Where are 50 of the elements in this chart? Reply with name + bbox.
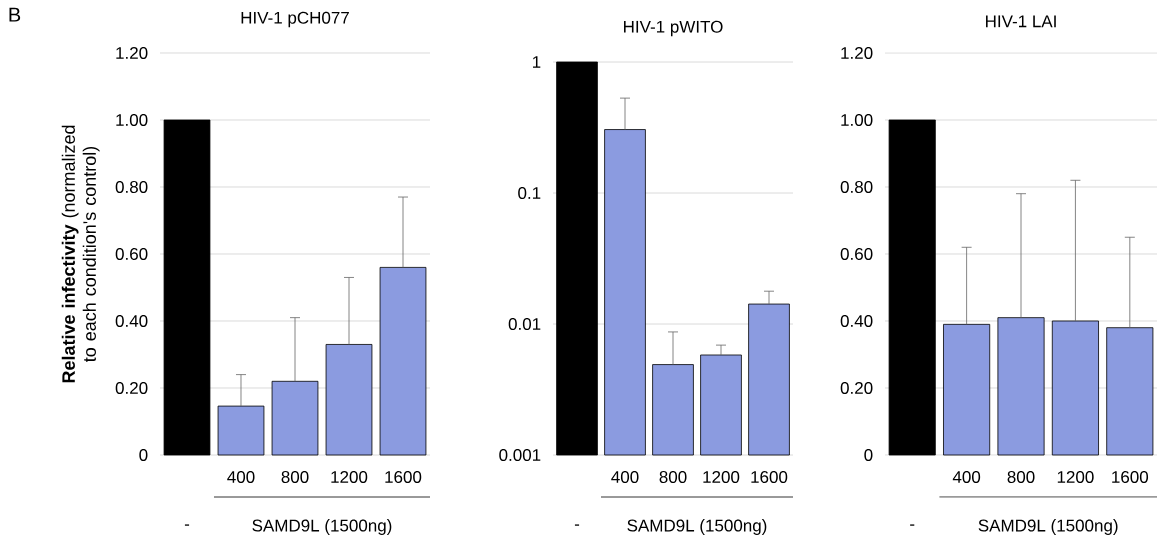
y-tick-label: 0.01: [508, 317, 541, 331]
text: -: [574, 524, 580, 526]
y-tick-label: 1.20: [116, 46, 148, 60]
text: SAMD9L (1500ng): [978, 519, 1118, 535]
bar: [1106, 327, 1154, 456]
y-tick-label: 0.60: [840, 247, 873, 261]
y-tick-label: 0: [864, 448, 873, 462]
x-tick-label: 800: [281, 470, 309, 484]
y-tick-label: 0.60: [115, 247, 148, 261]
bar: [1051, 320, 1099, 456]
y-tick-label: 0.40: [115, 314, 148, 328]
x-tick-label: 400: [227, 470, 255, 484]
text: B: [9, 7, 21, 22]
x-tick-label: 1200: [703, 470, 740, 484]
text: SAMD9L (1500ng): [627, 519, 767, 535]
bar: [997, 317, 1045, 456]
text: -: [184, 524, 190, 526]
bar: [888, 119, 936, 456]
chart-title: HIV-1 LAI: [986, 15, 1056, 28]
x-tick-label: 1600: [1112, 470, 1149, 484]
y-tick-label: 0.40: [840, 314, 873, 328]
x-tick-label: 1600: [751, 470, 788, 484]
y-tick-label: 1.00: [841, 113, 873, 127]
bar: [271, 380, 319, 456]
text: -: [910, 524, 915, 526]
y-tick-label: 0.80: [115, 180, 148, 194]
y-tick-label: 0.1: [518, 186, 541, 200]
x-tick-label: 1600: [385, 470, 422, 484]
y-tick-label: 1.20: [841, 46, 873, 60]
x-tick-label: 1200: [331, 470, 368, 484]
x-tick-label: 800: [659, 470, 687, 484]
y-tick-label: 0.80: [840, 180, 873, 194]
bar: [325, 344, 373, 456]
y-tick-label: 0.20: [115, 381, 148, 395]
y-tick-label: 1.00: [116, 113, 148, 127]
x-tick-label: 1200: [1057, 470, 1094, 484]
bar: [943, 323, 991, 456]
x-tick-label: 400: [611, 470, 639, 484]
y-tick-label: 0.20: [840, 381, 873, 395]
chart-title: HIV-1 pWITO: [624, 20, 723, 37]
y-tick-label: 0.001: [499, 448, 541, 462]
bar: [379, 267, 427, 456]
y-tick-label: 1: [532, 56, 541, 68]
chart-title: HIV-1 pCH077: [241, 11, 349, 28]
x-tick-label: 400: [952, 470, 981, 484]
bar: [163, 119, 211, 456]
bar: [217, 405, 265, 456]
text: SAMD9L (1500ng): [252, 519, 392, 535]
y-tick-label: 0: [139, 448, 148, 462]
x-tick-label: 800: [1007, 470, 1035, 484]
